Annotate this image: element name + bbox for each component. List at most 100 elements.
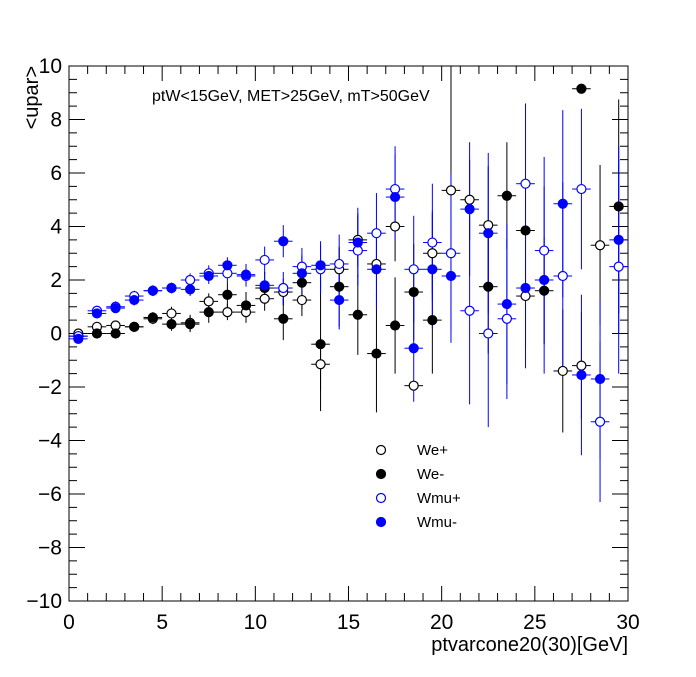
data-point-we-plus (203, 296, 214, 307)
data-point-wmu-plus (259, 254, 270, 266)
data-point-wmu-minus (334, 294, 345, 306)
data-point-we-plus (315, 359, 326, 370)
x-tick-label: 5 (156, 611, 168, 634)
data-point-wmu-minus (483, 228, 494, 239)
data-point-we-minus (613, 201, 624, 212)
data-point-we-minus (129, 321, 140, 332)
data-point-wmu-plus (520, 178, 531, 189)
data-point-wmu-minus (259, 280, 270, 291)
chart-title: ptW<15GeV, MET>25GeV, mT>50GeV (152, 88, 430, 105)
y-axis-label: <upar> (21, 66, 43, 129)
data-point-wmu-minus (408, 343, 419, 354)
data-markers (73, 83, 624, 427)
data-point-wmu-minus (147, 285, 158, 296)
x-tick-label: 20 (430, 611, 453, 634)
data-point-we-minus (278, 313, 289, 324)
data-point-wmu-plus (576, 183, 587, 195)
data-point-wmu-plus (613, 261, 624, 272)
x-tick-label: 0 (63, 611, 75, 634)
data-point-wmu-minus (576, 369, 587, 381)
y-tick-label: −6 (38, 483, 62, 506)
legend-marker (375, 516, 387, 528)
data-point-wmu-minus (203, 270, 214, 282)
data-point-we-plus (259, 293, 270, 304)
data-point-wmu-plus (278, 282, 289, 294)
data-point-we-minus (334, 281, 345, 292)
data-point-wmu-minus (352, 237, 363, 248)
data-point-we-minus (408, 286, 419, 298)
data-point-wmu-plus (445, 248, 457, 259)
x-axis-label: ptvarcone20(30)[GeV] (431, 634, 628, 656)
data-point-wmu-minus (389, 191, 401, 203)
data-point-wmu-minus (110, 302, 121, 314)
data-point-we-plus (389, 221, 401, 232)
data-point-wmu-minus (539, 274, 550, 286)
legend-label: Wmu+ (417, 490, 461, 507)
data-point-wmu-minus (91, 308, 103, 319)
data-point-wmu-minus (445, 270, 457, 282)
y-tick-label: 4 (50, 216, 62, 239)
y-tick-label: 2 (50, 269, 62, 292)
y-tick-label: 6 (50, 162, 62, 185)
data-point-wmu-minus (520, 282, 531, 294)
data-point-we-minus (520, 225, 531, 236)
x-tick-label: 10 (244, 611, 267, 634)
data-point-wmu-minus (315, 260, 326, 271)
x-tick-label: 25 (523, 611, 546, 634)
data-point-we-plus (594, 240, 606, 251)
data-point-wmu-minus (240, 269, 252, 280)
data-point-wmu-minus (129, 294, 140, 306)
data-point-we-plus (222, 307, 233, 318)
data-point-we-plus (576, 360, 587, 371)
data-point-wmu-minus (501, 298, 512, 310)
x-tick-label: 30 (616, 611, 639, 634)
data-point-wmu-plus (371, 228, 382, 239)
y-tick-label: 10 (39, 55, 62, 78)
data-point-wmu-minus (222, 260, 233, 271)
data-point-we-minus (427, 315, 438, 326)
y-tick-label: −4 (38, 430, 62, 453)
data-point-we-plus (445, 185, 457, 196)
data-point-wmu-plus (594, 416, 606, 427)
data-point-we-minus (110, 328, 121, 339)
data-point-wmu-plus (557, 270, 568, 282)
data-point-wmu-minus (613, 234, 624, 245)
data-point-we-plus (464, 194, 475, 205)
data-point-wmu-plus (408, 264, 419, 275)
data-point-wmu-plus (427, 237, 438, 248)
data-point-we-minus (240, 300, 252, 311)
data-point-we-minus (203, 307, 214, 318)
data-point-wmu-minus (73, 333, 84, 344)
data-point-we-plus (408, 380, 419, 391)
data-point-wmu-minus (278, 236, 289, 247)
data-point-wmu-plus (483, 328, 494, 339)
x-tick-label: 15 (337, 611, 360, 634)
data-point-we-minus (315, 339, 326, 350)
data-point-we-minus (91, 328, 103, 339)
data-point-we-minus (501, 190, 512, 201)
data-point-we-minus (371, 348, 382, 359)
y-tick-label: −10 (26, 590, 62, 613)
data-point-we-minus (296, 277, 308, 288)
data-point-wmu-minus (594, 373, 606, 385)
data-point-we-plus (296, 294, 308, 306)
legend-label: Wmu- (417, 514, 457, 531)
data-point-we-minus (539, 285, 550, 296)
data-point-we-minus (576, 83, 587, 94)
data-point-wmu-plus (185, 274, 196, 286)
data-point-wmu-minus (464, 204, 475, 215)
data-point-wmu-plus (464, 305, 475, 316)
legend-marker (375, 444, 387, 456)
data-point-we-minus (352, 309, 363, 320)
data-point-wmu-minus (166, 282, 177, 294)
legend-label: We+ (417, 442, 448, 459)
data-point-wmu-minus (427, 264, 438, 275)
y-tick-label: 8 (50, 109, 62, 132)
data-point-wmu-minus (185, 284, 196, 295)
data-point-wmu-plus (334, 258, 345, 270)
data-point-we-minus (147, 312, 158, 323)
data-point-we-minus (166, 319, 177, 330)
data-point-wmu-plus (539, 245, 550, 256)
